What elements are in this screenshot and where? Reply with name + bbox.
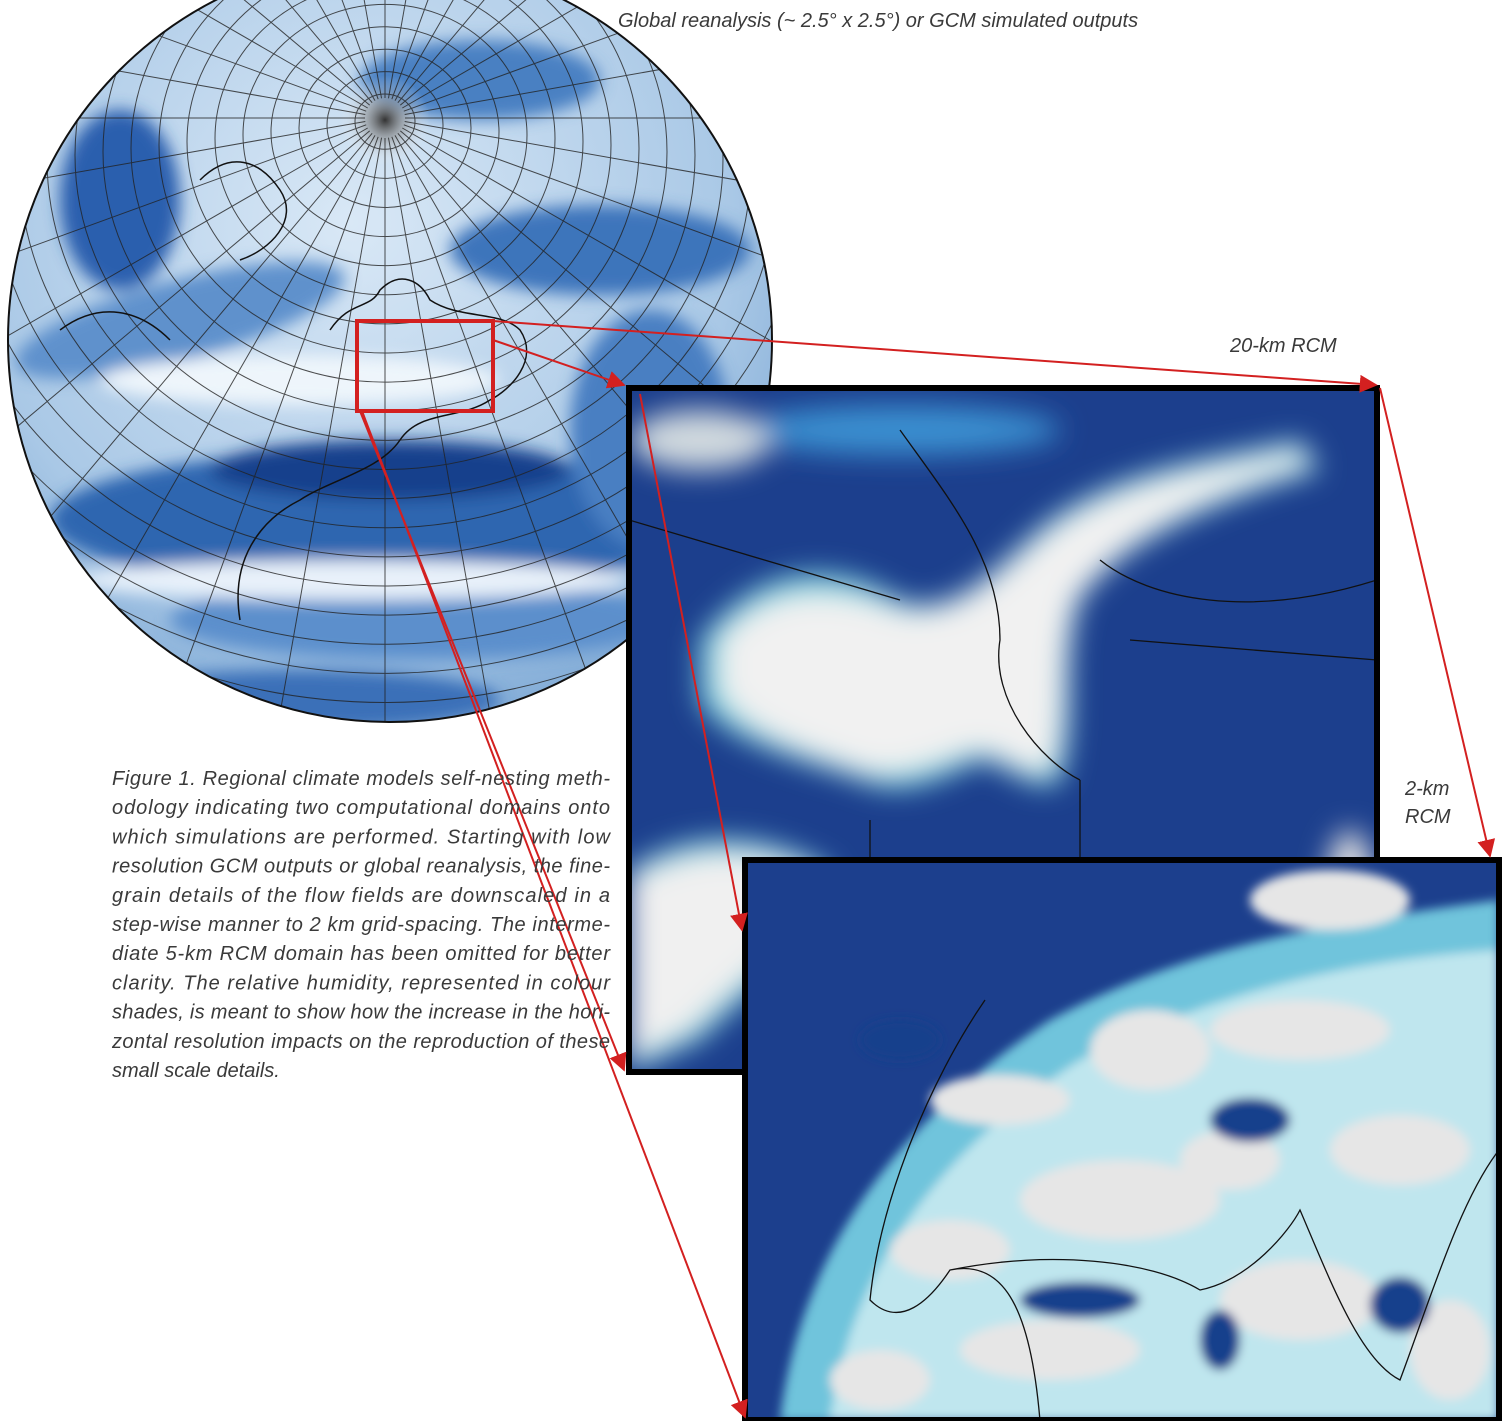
rcm2-map xyxy=(745,860,1499,1420)
meridian xyxy=(8,132,373,722)
meridian xyxy=(391,136,694,722)
arrows xyxy=(359,320,1496,1419)
meridian xyxy=(403,124,772,427)
meridian xyxy=(399,0,772,106)
globe xyxy=(8,0,772,722)
meridian xyxy=(403,0,772,112)
caption-line: odology indicating two computational dom… xyxy=(112,797,610,819)
rcm2-label: RCM xyxy=(1405,806,1451,828)
meridian xyxy=(8,0,368,109)
meridian xyxy=(394,135,772,722)
caption-line: small scale details. xyxy=(112,1060,280,1082)
meridian xyxy=(8,120,366,275)
meridian xyxy=(8,135,376,722)
caption-line: which simulations are performed. Startin… xyxy=(112,826,612,848)
meridian xyxy=(404,120,772,275)
global-label: Global reanalysis (~ 2.5° x 2.5°) or GCM… xyxy=(618,10,1138,32)
meridian xyxy=(8,0,371,106)
meridian xyxy=(228,137,383,722)
rcm2-label: 2-km xyxy=(1404,778,1449,800)
meridian xyxy=(76,136,379,722)
caption-line: shades, is meant to show how the increas… xyxy=(112,1002,610,1024)
meridian xyxy=(8,0,367,112)
caption-line: zontal resolution impacts on the reprodu… xyxy=(111,1031,610,1053)
caption-line: grain details of the flow fields are dow… xyxy=(112,885,610,907)
meridian xyxy=(8,0,366,116)
caption-line: resolution GCM outputs or global reanaly… xyxy=(112,856,610,878)
meridian xyxy=(8,124,367,427)
meridian xyxy=(8,127,368,569)
caption-line: diate 5-km RCM domain has been omitted f… xyxy=(112,943,611,965)
domain-box xyxy=(355,319,495,413)
rcm20-label: 20-km RCM xyxy=(1229,335,1337,357)
meridian xyxy=(404,0,772,116)
caption: Figure 1. Regional climate models self-n… xyxy=(111,768,612,1082)
caption-line: clarity. The relative humidity, represen… xyxy=(112,972,611,994)
caption-line: step-wise manner to 2 km grid-spacing. T… xyxy=(112,914,610,936)
meridian xyxy=(402,0,772,109)
meridian xyxy=(402,127,772,569)
caption-line: Figure 1. Regional climate models self-n… xyxy=(112,768,610,790)
meridian xyxy=(8,130,371,697)
